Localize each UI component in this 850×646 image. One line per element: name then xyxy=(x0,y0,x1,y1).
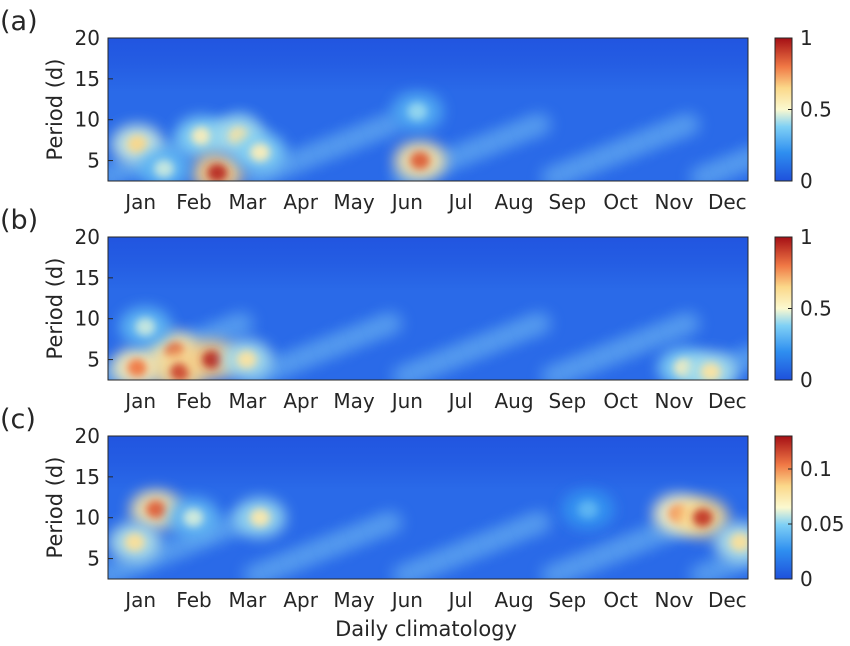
hotspot-core xyxy=(127,135,148,154)
hotspot-core xyxy=(146,500,166,519)
x-tick-label: Dec xyxy=(708,190,747,214)
hotspot-core xyxy=(154,159,174,178)
hotspot-core xyxy=(191,127,212,146)
x-tick-label: Feb xyxy=(176,588,211,612)
x-tick-label: Oct xyxy=(603,588,638,612)
hotspot-core xyxy=(236,350,257,369)
x-tick-label: Jun xyxy=(390,190,423,214)
x-axis-label: Daily climatology xyxy=(335,617,517,641)
y-tick-label: 10 xyxy=(75,307,100,331)
heatmap-field xyxy=(108,237,748,380)
y-axis-label: Period (d) xyxy=(43,258,67,360)
x-tick-label: Nov xyxy=(654,588,693,612)
x-tick-label: Mar xyxy=(228,389,267,413)
y-axis-label: Period (d) xyxy=(43,59,67,161)
y-tick-label: 20 xyxy=(75,26,100,50)
x-tick-label: Jan xyxy=(123,389,156,413)
x-tick-label: May xyxy=(333,588,375,612)
x-tick-label: Dec xyxy=(708,588,747,612)
hotspot-core xyxy=(124,533,145,552)
y-tick-label: 15 xyxy=(75,67,100,91)
x-tick-label: Sep xyxy=(548,190,586,214)
panel-label: (b) xyxy=(0,205,38,236)
colorbar-tick-label: 0 xyxy=(800,567,813,591)
panel-c: (c) 5 10 15 20 Period (d) Jan Feb Mar Apr May Jun Ju… xyxy=(0,404,845,612)
colorbar-tick-label: 1 xyxy=(800,26,813,50)
hotspot-core xyxy=(135,317,156,336)
y-tick-label: 15 xyxy=(75,266,100,290)
heatmap-field xyxy=(108,38,748,181)
x-tick-label: Jan xyxy=(123,190,156,214)
colorbar-tick-label: 0 xyxy=(800,368,813,392)
x-tick-label: Apr xyxy=(283,389,318,413)
hotspot-core xyxy=(692,508,713,527)
hotspot-core xyxy=(127,358,148,377)
panel-label: (c) xyxy=(0,404,36,435)
heatmap-field xyxy=(108,436,748,579)
x-tick-label: Apr xyxy=(283,190,318,214)
hotspot-core xyxy=(410,151,430,170)
hotspot-core xyxy=(578,500,598,519)
y-tick-label: 20 xyxy=(75,424,100,448)
x-tick-label: May xyxy=(333,389,375,413)
y-tick-label: 10 xyxy=(75,506,100,530)
x-tick-label: Jun xyxy=(390,588,423,612)
x-tick-label: Mar xyxy=(228,588,267,612)
x-tick-label: Mar xyxy=(228,190,267,214)
panel-label: (a) xyxy=(0,6,38,37)
hotspot-core xyxy=(250,143,270,162)
x-tick-label: Jul xyxy=(447,588,473,612)
colorbar-tick-label: 1 xyxy=(800,225,813,249)
hotspot-core xyxy=(407,102,428,121)
x-tick-label: Feb xyxy=(176,190,211,214)
y-axis-label: Period (d) xyxy=(43,457,67,559)
x-tick-label: Jul xyxy=(447,190,473,214)
x-tick-label: Sep xyxy=(548,588,586,612)
y-tick-label: 5 xyxy=(87,547,100,571)
x-tick-label: Apr xyxy=(283,588,318,612)
hotspot-core xyxy=(250,508,270,527)
hotspot-core xyxy=(202,350,222,369)
x-tick-label: Nov xyxy=(654,190,693,214)
x-tick-label: Feb xyxy=(176,389,211,413)
hotspot-core xyxy=(170,362,190,380)
hotspot-core xyxy=(730,533,748,552)
hotspot-core xyxy=(700,362,721,380)
x-tick-label: Sep xyxy=(548,389,586,413)
colorbar xyxy=(774,435,793,580)
x-tick-label: Jul xyxy=(447,389,473,413)
axes-frame xyxy=(107,236,749,381)
colorbar-tick-label: 0.05 xyxy=(800,512,845,536)
colorbar-tick-label: 0.1 xyxy=(800,457,832,481)
y-tick-label: 5 xyxy=(87,149,100,173)
y-tick-label: 15 xyxy=(75,465,100,489)
x-tick-label: Oct xyxy=(603,389,638,413)
x-tick-label: Aug xyxy=(494,190,533,214)
x-tick-label: Jun xyxy=(390,389,423,413)
colorbar-tick-label: 0.5 xyxy=(800,297,832,321)
x-tick-label: May xyxy=(333,190,375,214)
hotspot-core xyxy=(207,163,228,181)
x-tick-label: Dec xyxy=(708,389,747,413)
axes-frame xyxy=(107,37,749,182)
hotspot-core xyxy=(183,508,204,527)
x-tick-label: Nov xyxy=(654,389,693,413)
x-tick-label: Jan xyxy=(123,588,156,612)
y-tick-label: 5 xyxy=(87,348,100,372)
x-tick-label: Aug xyxy=(494,389,533,413)
colorbar-tick-label: 0.5 xyxy=(800,98,832,122)
y-tick-label: 10 xyxy=(75,108,100,132)
colorbar-tick-label: 0 xyxy=(800,169,813,193)
y-tick-label: 20 xyxy=(75,225,100,249)
x-tick-label: Oct xyxy=(603,190,638,214)
x-tick-label: Aug xyxy=(494,588,533,612)
axes-frame xyxy=(107,435,749,580)
